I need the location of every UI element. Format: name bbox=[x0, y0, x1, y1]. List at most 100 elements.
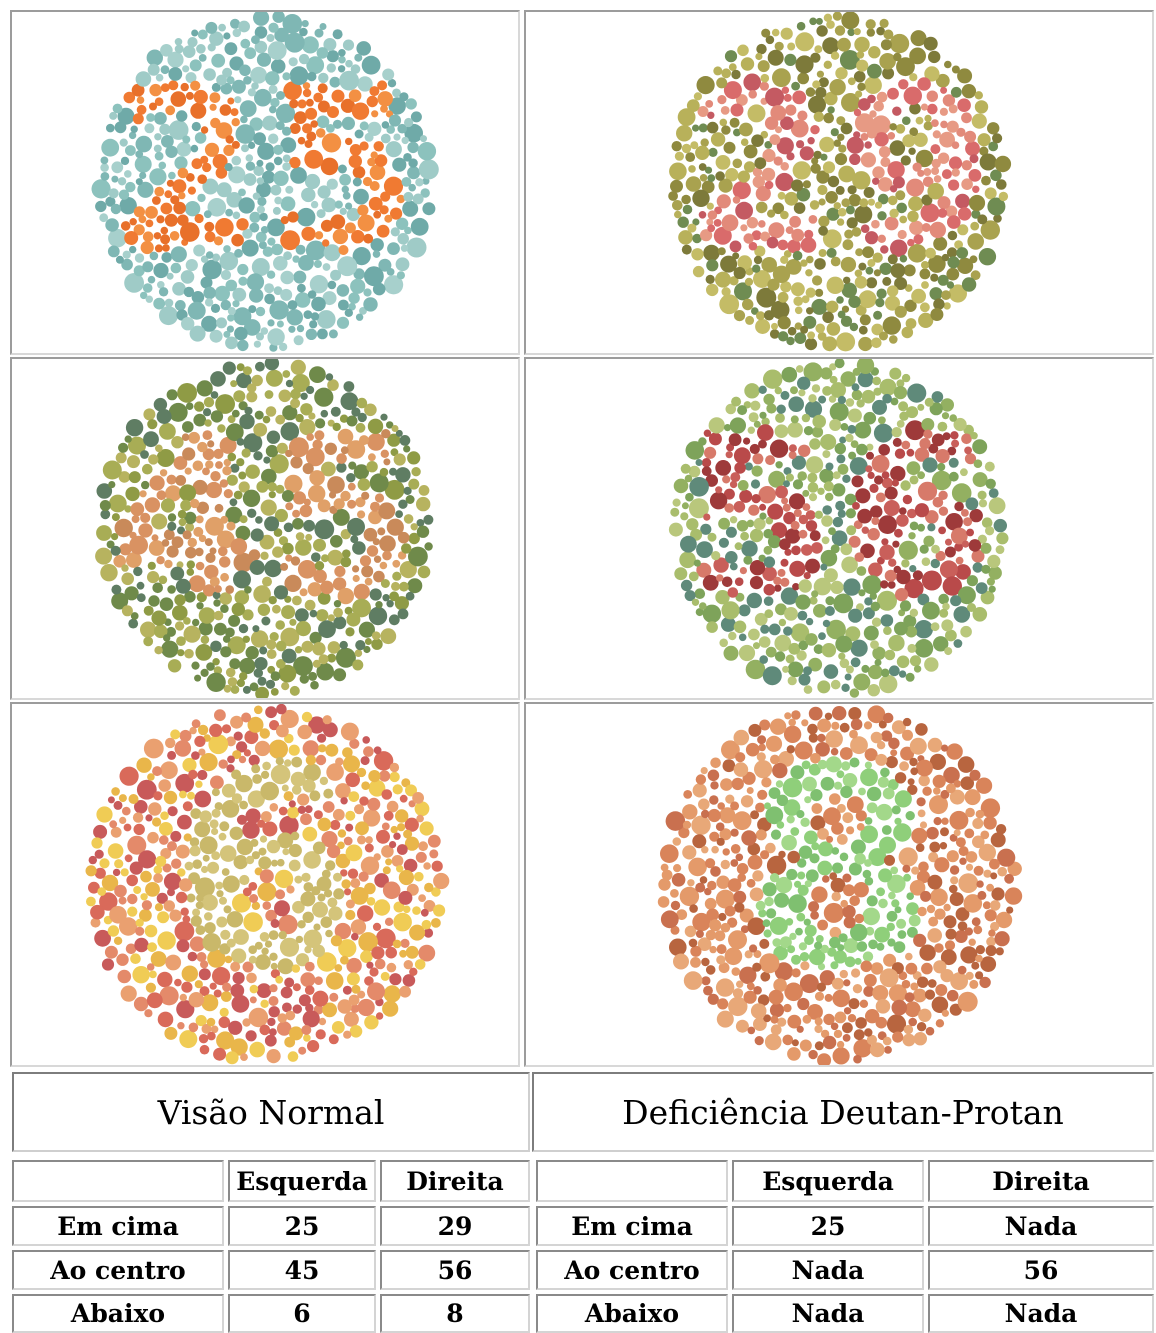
plate-dot bbox=[120, 868, 129, 877]
plate-dot bbox=[198, 968, 211, 981]
plate-dot bbox=[743, 73, 761, 92]
plate-dot bbox=[105, 218, 119, 232]
plate-dot bbox=[389, 771, 400, 783]
plate-dot bbox=[111, 584, 122, 595]
plate-dot bbox=[898, 79, 909, 90]
plate-dot bbox=[863, 411, 877, 425]
plate-dot bbox=[784, 607, 798, 621]
plate-dot bbox=[191, 291, 205, 304]
plate-dot bbox=[209, 982, 217, 990]
plate-dot bbox=[264, 559, 282, 578]
plate-dot bbox=[322, 263, 331, 271]
plate-dot bbox=[917, 471, 925, 480]
plate-dot bbox=[833, 139, 841, 147]
plate-dot bbox=[179, 1030, 198, 1049]
plate-dot bbox=[758, 385, 767, 394]
plate-dot bbox=[769, 134, 781, 145]
plate-dot bbox=[241, 239, 259, 257]
plate-dot bbox=[405, 591, 415, 601]
plate-dot bbox=[338, 939, 357, 958]
plate-dot bbox=[276, 724, 289, 738]
plate-dot bbox=[283, 251, 292, 261]
plate-dot bbox=[869, 505, 883, 518]
plate-dot bbox=[795, 594, 811, 610]
plate-dot bbox=[744, 950, 753, 959]
plate-dot bbox=[352, 598, 371, 618]
plate-dot bbox=[133, 206, 145, 218]
plate-dot bbox=[363, 527, 378, 542]
deficient-cell-value: Nada bbox=[928, 1206, 1154, 1246]
plate-dot bbox=[923, 535, 935, 547]
plate-dot bbox=[809, 438, 821, 450]
plate-dot bbox=[262, 821, 278, 837]
plate-dot bbox=[776, 404, 786, 414]
plate-dot bbox=[957, 68, 973, 84]
plate-dot bbox=[800, 259, 808, 267]
plate-dot bbox=[826, 619, 846, 640]
plate-dot bbox=[190, 808, 202, 819]
plate-dot bbox=[995, 911, 1013, 929]
plate-dot bbox=[799, 146, 814, 161]
plate-dot bbox=[709, 919, 722, 932]
plate-dot bbox=[894, 906, 902, 914]
plate-dot bbox=[862, 951, 874, 962]
plate-dot bbox=[953, 606, 971, 623]
plate-dot bbox=[963, 424, 974, 436]
plate-dot bbox=[764, 180, 774, 190]
plate-dot bbox=[157, 911, 170, 924]
plate-dot bbox=[253, 340, 261, 348]
plate-dot bbox=[711, 551, 721, 561]
plate-dot bbox=[125, 486, 140, 502]
plate-dot bbox=[921, 223, 931, 232]
plate-dot bbox=[299, 504, 313, 518]
plate-dot bbox=[772, 202, 785, 215]
plate-dot bbox=[949, 865, 960, 875]
plate-dot bbox=[411, 467, 421, 477]
plate-dot bbox=[346, 415, 358, 427]
plate-dot bbox=[258, 847, 267, 856]
plate-dot bbox=[284, 977, 295, 988]
plate-dot bbox=[802, 180, 811, 189]
plate-dot bbox=[723, 488, 735, 500]
plate-dot bbox=[782, 665, 790, 673]
plate-dot bbox=[927, 874, 943, 890]
plate-dot bbox=[774, 584, 782, 592]
plate-dot bbox=[858, 589, 866, 597]
plate-dot bbox=[898, 401, 909, 412]
plate-dot bbox=[145, 219, 154, 228]
plate-dot bbox=[343, 755, 360, 773]
plate-dot bbox=[239, 874, 250, 886]
plate-dot bbox=[876, 91, 888, 103]
plate-dot bbox=[120, 221, 131, 231]
plate-dot bbox=[109, 906, 127, 924]
plate-dot bbox=[873, 387, 882, 396]
plate-dot bbox=[297, 724, 313, 740]
plate-dot bbox=[410, 523, 418, 531]
plate-dot bbox=[848, 707, 862, 720]
plate-dot bbox=[686, 99, 700, 112]
plate-dot bbox=[255, 954, 271, 970]
plate-dot bbox=[729, 276, 739, 286]
plate-dot bbox=[858, 336, 873, 352]
plate-dot bbox=[888, 634, 905, 652]
plate-dot bbox=[431, 918, 441, 928]
plate-dot bbox=[262, 576, 272, 587]
plate-dot bbox=[811, 426, 824, 438]
plate-dot bbox=[715, 155, 731, 170]
plate-dot bbox=[138, 850, 157, 869]
plate-dot bbox=[820, 1029, 830, 1039]
plate-dot bbox=[853, 108, 862, 117]
plate-dot bbox=[831, 847, 840, 855]
plate-dot bbox=[272, 546, 284, 558]
plate-dot bbox=[873, 310, 883, 320]
plate-dot bbox=[275, 620, 286, 630]
plate-dot bbox=[826, 322, 841, 336]
plate-dot bbox=[274, 196, 283, 205]
plate-dot bbox=[175, 475, 187, 486]
plate-dot bbox=[319, 23, 327, 30]
plate-dot bbox=[228, 614, 241, 627]
plate-dot bbox=[779, 936, 792, 949]
plate-dot bbox=[306, 433, 315, 441]
plate-dot bbox=[721, 125, 731, 135]
plate-dot bbox=[889, 185, 898, 193]
